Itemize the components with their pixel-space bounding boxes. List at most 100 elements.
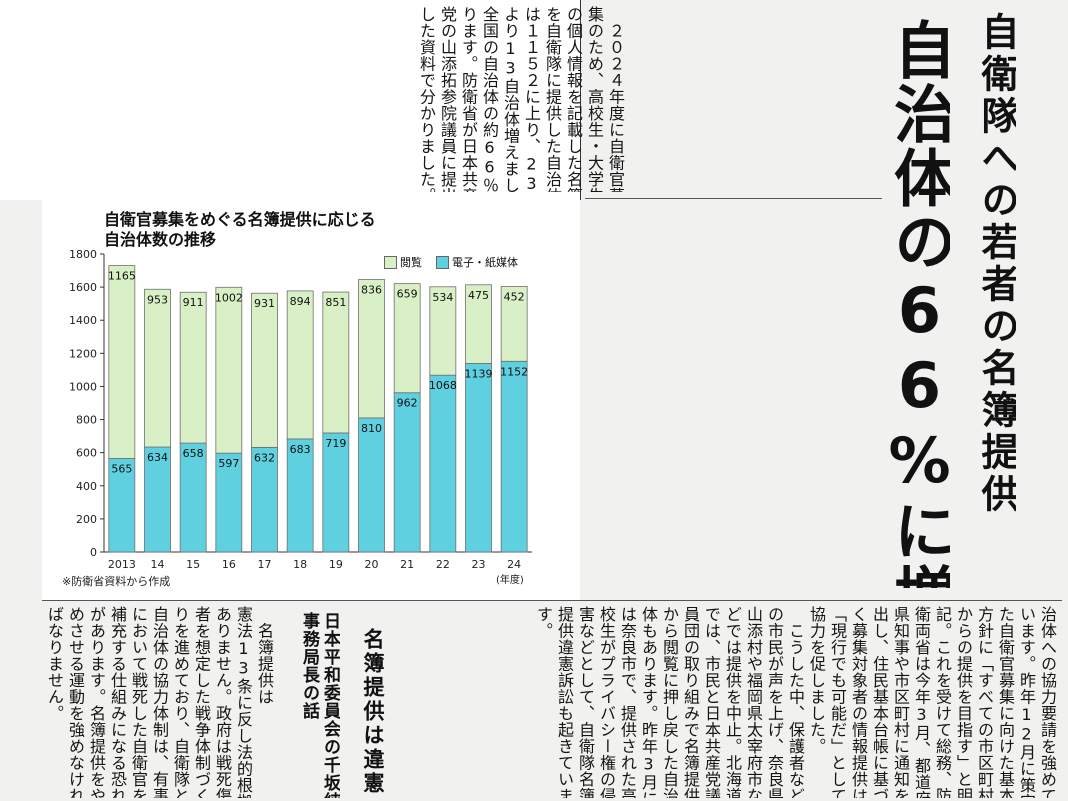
bar-segment-eturan: [251, 292, 278, 448]
legend-label: 閲覧: [400, 256, 422, 269]
article-text-line: 校生がプライバシー権の侵: [597, 606, 616, 798]
data-label: 931: [254, 297, 275, 310]
data-label: 565: [111, 462, 132, 475]
bar-segment-media: [465, 363, 492, 553]
legend-item-media: 電子・紙媒体: [436, 254, 518, 270]
y-tick-label: 1800: [69, 248, 97, 261]
bar-segment-eturan: [358, 279, 385, 419]
y-tick-label: 0: [90, 546, 97, 559]
bar-segment-media: [429, 374, 457, 553]
article-text-line: 方針に「すべての市区町村: [975, 606, 994, 798]
headline-line1: 自衛隊への若者の名簿提供: [978, 12, 1016, 516]
sidebar-text-line: ばなりません。: [45, 606, 64, 722]
bar-segment-media: [251, 446, 278, 553]
column-rule: [585, 198, 882, 199]
data-label: 683: [290, 443, 311, 456]
data-label: 894: [290, 295, 311, 308]
bar-segment-eturan: [215, 286, 243, 454]
article-text-line: 治体への協力要請を強めて: [1038, 606, 1057, 798]
sidebar-text-line: があります。名簿提供をや: [87, 606, 106, 798]
article-text-line: います。昨年12月に策定し: [1017, 606, 1036, 798]
chart-source-note: ※防衛省資料から作成: [62, 575, 171, 588]
article-text-line: は奈良市で、提供された高: [618, 606, 637, 798]
bar-segment-media: [144, 446, 171, 553]
data-label: 659: [397, 288, 418, 301]
x-tick-label: 20: [365, 558, 379, 571]
article-text-line: 記。これを受けて総務、防: [933, 606, 952, 798]
article-text-line: 県知事や市区町村に通知を: [891, 606, 910, 798]
x-tick-label: 23: [472, 558, 486, 571]
bar-segment-eturan: [393, 283, 421, 394]
x-tick-label: 17: [258, 558, 272, 571]
data-label: 658: [183, 447, 204, 460]
sidebar-text-line: ありません。政府は戦死傷: [213, 606, 232, 798]
bar-segment-media: [500, 360, 528, 553]
x-tick-label: 2013: [108, 558, 136, 571]
article-text-line: た自衛官募集に向けた基本: [996, 606, 1015, 798]
article-text-line: 体もあります。昨年3月に: [639, 606, 658, 798]
y-tick-label: 1200: [69, 347, 97, 360]
article-text-line: ２０２４年度に自衛官募: [606, 6, 625, 193]
data-label: 534: [432, 291, 453, 304]
y-tick-label: 1600: [69, 281, 97, 294]
commenter-line: 事務局長の話: [299, 612, 319, 720]
article-text-line: 「現行でも可能だ」として: [828, 606, 847, 798]
data-label: 719: [325, 437, 346, 450]
x-tick-label: 15: [186, 558, 200, 571]
bar-segment-media: [322, 432, 350, 553]
article-text-line: 害などとして、自衛隊名簿: [576, 606, 595, 798]
data-label: 597: [218, 457, 239, 470]
blank-region: [0, 0, 580, 200]
data-label: 1002: [215, 291, 243, 304]
data-label: 911: [183, 296, 204, 309]
bar-segment-eturan: [500, 286, 528, 362]
article-text-line: からの提供を目指す」と明: [954, 606, 973, 798]
sidebar-text-line: 名簿提供は: [255, 606, 274, 706]
article-text-line: す。: [534, 606, 553, 639]
data-label: 632: [254, 451, 275, 464]
x-tick-label: 14: [151, 558, 165, 571]
article-text-line: の個人情報を記載した名簿: [564, 6, 583, 192]
bar-segment-media: [393, 392, 421, 553]
article-columns-bottom: 治体への協力要請を強めて います。昨年12月に策定し た自衛官募集に向けた基本 方針に…: [533, 606, 1058, 798]
article-text-line: く募集対象者の情報提供は: [849, 606, 868, 798]
article-text-line: 員団の取り組みで名簿提供: [681, 606, 700, 798]
sidebar-commenter: 日本平和委員会の千坂純 事務局長の話: [298, 612, 340, 798]
article-text-line: 協力を促しました。: [807, 606, 826, 755]
bar-segment-eturan: [179, 291, 207, 444]
x-tick-label: 18: [293, 558, 307, 571]
bar-segment-media: [179, 442, 207, 553]
bar-segment-eturan: [144, 288, 171, 448]
x-tick-label: 24: [507, 558, 521, 571]
x-axis-unit: (年度): [496, 575, 524, 586]
article-columns-top: ２０２４年度に自衛官募 集のため、高校生・大学生 の個人情報を記載した名簿 を自衛隊に…: [416, 6, 626, 192]
article-text-line: を自衛隊に提供した自治体: [543, 6, 562, 192]
data-label: 475: [468, 289, 489, 302]
article-text-line: 党の山添拓参院議員に提出: [438, 6, 457, 192]
article-text-line: 出し、住民基本台帳に基づ: [870, 606, 889, 798]
x-tick-label: 19: [329, 558, 343, 571]
article-text-line: 山添村や福岡県太宰府市な: [744, 606, 763, 798]
chart-title-line2: 自治体数の推移: [104, 230, 217, 249]
y-tick-label: 1000: [69, 380, 97, 393]
y-tick-label: 800: [76, 414, 97, 427]
article-text-line: より13自治体増えました。: [501, 6, 520, 192]
data-label: 452: [504, 290, 525, 303]
article-text-line: 衛両省は今年3月、都道府: [912, 606, 931, 798]
bar-segment-media: [286, 438, 314, 553]
bar-segment-eturan: [286, 290, 314, 440]
bar-segment-eturan: [108, 265, 136, 459]
y-tick-label: 1400: [69, 314, 97, 327]
sidebar-text-line: 憲法13条に反し法的根拠が: [234, 606, 253, 798]
article-text-line: した資料で分かりました。: [417, 6, 436, 192]
y-tick-label: 200: [76, 513, 97, 526]
legend-item-eturan: 閲覧: [384, 254, 422, 270]
sidebar-text-line: 者を想定した戦争体制づく: [192, 606, 211, 798]
x-tick-label: 16: [222, 558, 236, 571]
article-text-line: 集のため、高校生・大学生: [585, 6, 604, 192]
bar-segment-eturan: [322, 291, 350, 434]
article-text-line: こうした中、保護者など: [786, 606, 805, 799]
article-text-line: どでは提供を中止。北海道: [723, 606, 742, 798]
data-label: 810: [361, 422, 382, 435]
